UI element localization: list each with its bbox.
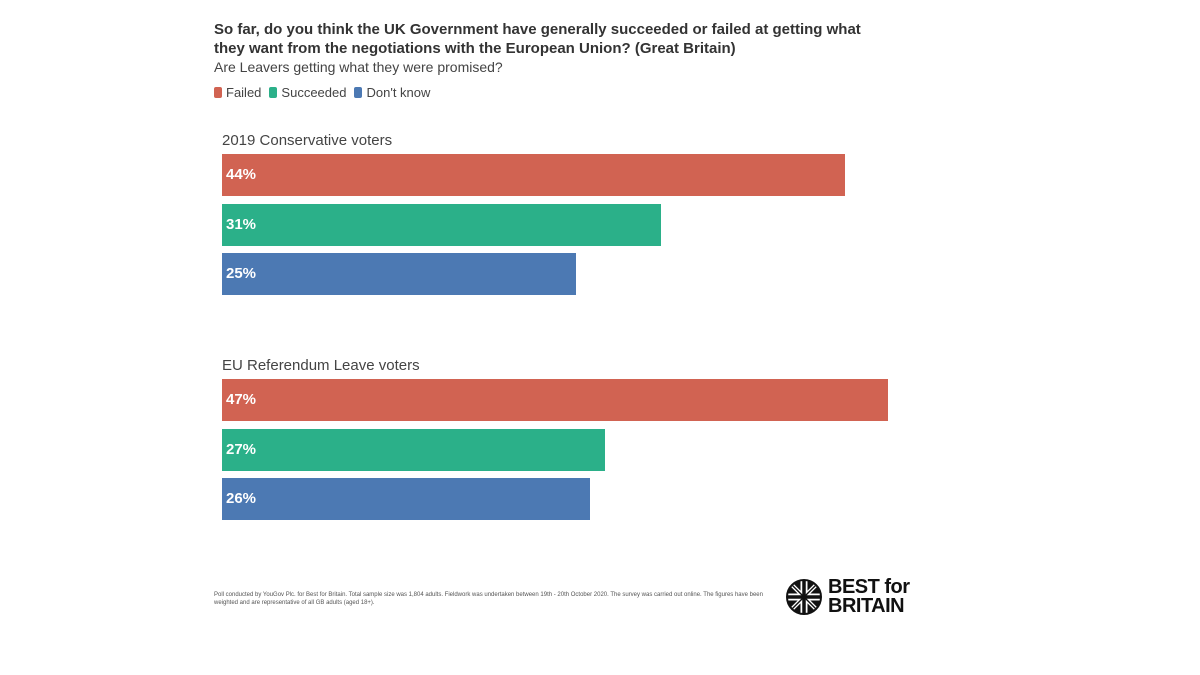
legend: Failed Succeeded Don't know (214, 85, 438, 100)
legend-swatch-succeeded (269, 87, 278, 98)
bar-eu-referendum-leave-voters-failed: 47% (222, 379, 888, 421)
bar-value-label: 25% (226, 265, 257, 282)
logo-line-2: BRITAIN (828, 595, 905, 617)
union-flag-circle-icon (786, 579, 822, 615)
bar-value-label: 26% (226, 490, 257, 507)
legend-label-failed: Failed (226, 85, 262, 100)
bar-eu-referendum-leave-voters-succeeded: 27% (222, 429, 605, 471)
logo-wordmark: BEST for BRITAIN (828, 576, 910, 617)
legend-item-succeeded: Succeeded (269, 85, 346, 100)
bar-2019-conservative-voters-failed: 44% (222, 154, 845, 196)
bar-2019-conservative-voters-succeeded: 31% (222, 204, 661, 246)
legend-swatch-dont-know (354, 87, 363, 98)
bar-2019-conservative-voters-don-t-know: 25% (222, 253, 576, 295)
chart-subtitle: Are Leavers getting what they were promi… (214, 59, 503, 75)
group-label-2019-conservative-voters: 2019 Conservative voters (222, 132, 393, 149)
footnote: Poll conducted by YouGov Plc. for Best f… (214, 592, 763, 606)
legend-label-dont-know: Don't know (366, 85, 431, 100)
bar-eu-referendum-leave-voters-don-t-know: 26% (222, 478, 590, 520)
best-for-britain-logo: BEST for BRITAIN (786, 576, 910, 617)
legend-item-dont-know: Don't know (354, 85, 430, 100)
legend-label-succeeded: Succeeded (281, 85, 347, 100)
legend-item-failed: Failed (214, 85, 261, 100)
bar-value-label: 31% (226, 216, 257, 233)
chart-title: So far, do you think the UK Government h… (214, 21, 861, 57)
bar-value-label: 27% (226, 441, 257, 458)
legend-swatch-failed (214, 87, 222, 98)
bar-value-label: 47% (226, 391, 257, 408)
group-label-eu-referendum-leave-voters: EU Referendum Leave voters (222, 357, 420, 374)
bar-value-label: 44% (226, 166, 257, 183)
logo-line-1: BEST for (828, 576, 910, 598)
